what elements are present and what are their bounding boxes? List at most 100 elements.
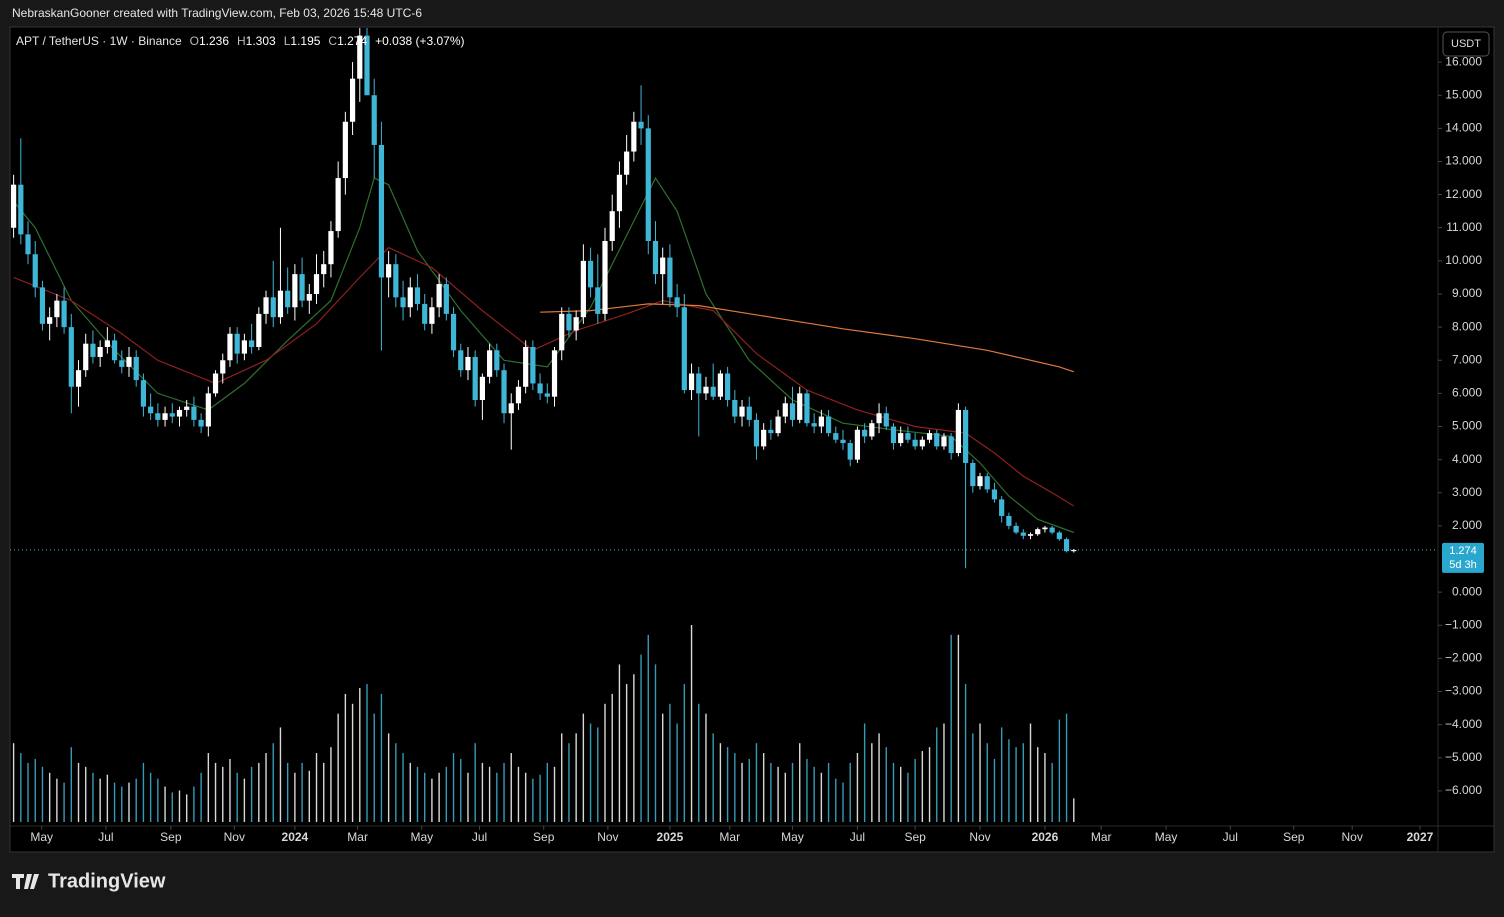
candle-body: [378, 144, 385, 278]
axes: 16.000 15.000 14.000 13.000 12.000 11.000 10.0…: [30, 54, 1484, 844]
candle-body: [1063, 539, 1070, 552]
candle-body: [789, 403, 796, 420]
candle-body: [1027, 534, 1034, 536]
volume-bar: [460, 758, 462, 822]
volume-bar: [1015, 747, 1017, 822]
candle-body: [349, 78, 356, 122]
volume-bar: [647, 634, 649, 822]
volume-bar: [553, 766, 556, 822]
volume-bar: [70, 747, 73, 822]
candle-body: [414, 287, 421, 304]
legend: APT / TetherUS · 1W · Binance O1.236 H1.30…: [16, 34, 465, 48]
candle-body: [386, 264, 392, 278]
y-tick-label: 12.000: [1445, 187, 1482, 201]
candle-body: [847, 443, 853, 460]
candle-body: [775, 416, 781, 434]
volume-bar: [957, 634, 960, 822]
candle-body: [472, 356, 478, 401]
volume-bar: [185, 794, 188, 822]
volume-bar: [359, 688, 361, 822]
volume-bar: [330, 747, 332, 822]
candle-body: [11, 184, 17, 228]
volume-bar: [712, 733, 714, 822]
x-tick-label: May: [410, 830, 433, 844]
volume-bar: [193, 786, 195, 822]
candle-body: [299, 274, 305, 301]
candle-body: [674, 297, 680, 308]
candle-body: [934, 433, 940, 447]
candle-body: [905, 433, 911, 440]
y-tick-label: 4.000: [1452, 452, 1482, 466]
volume-bar: [142, 762, 145, 822]
volume-bar: [113, 782, 116, 822]
candle-body: [104, 340, 110, 348]
y-tick-label: −1.000: [1445, 617, 1482, 631]
volume-bar: [1058, 719, 1061, 822]
candle-body: [941, 436, 947, 447]
candle-body: [753, 419, 760, 447]
volume-bar: [27, 762, 29, 822]
volume-bar: [734, 753, 736, 822]
volume-bar: [149, 772, 152, 822]
y-tick-label: 10.000: [1445, 253, 1482, 267]
volume-bar: [726, 747, 729, 822]
legend-text: O: [190, 34, 199, 48]
volume-bar: [604, 703, 606, 822]
volume-bar: [99, 778, 101, 822]
volume-bar: [135, 778, 137, 822]
x-tick-label: Mar: [1091, 830, 1112, 844]
candle-body: [321, 264, 327, 275]
candle-body: [429, 307, 435, 324]
candle-body: [422, 303, 428, 324]
candle-body: [580, 260, 586, 318]
candle-body: [811, 423, 817, 427]
volume-bar: [993, 758, 996, 822]
volume-bar: [380, 693, 383, 822]
candle-body: [277, 290, 284, 318]
volume-bar: [683, 684, 686, 822]
candle-body: [61, 300, 67, 328]
candle-body: [703, 386, 709, 394]
candle-body: [1049, 527, 1055, 533]
volume-bar: [510, 753, 512, 822]
candle-body: [782, 403, 788, 417]
candle-body: [999, 499, 1005, 516]
candle-body: [804, 393, 810, 424]
volume-bar: [698, 703, 700, 822]
currency-button[interactable]: [1442, 31, 1490, 57]
candle-body: [75, 370, 82, 387]
volume-bar: [1065, 713, 1068, 822]
volume-bar: [56, 778, 58, 822]
volume-bar: [258, 762, 260, 822]
currency-label: USDT: [1451, 38, 1481, 50]
candle-body: [450, 313, 457, 351]
volume-bar: [835, 778, 837, 822]
volume-bar: [777, 766, 779, 822]
y-tick-label: 11.000: [1446, 220, 1482, 234]
volume-bar: [741, 762, 743, 822]
volume-bar: [719, 743, 722, 822]
volume-bar: [539, 774, 541, 822]
volume-bar: [445, 766, 448, 822]
y-tick-label: −6.000: [1445, 783, 1482, 797]
candle-body: [890, 426, 897, 444]
candle-body: [313, 274, 320, 294]
volume-bar: [568, 743, 570, 822]
candle-body: [840, 439, 846, 444]
candle-body: [458, 350, 464, 371]
candle-body: [148, 406, 154, 414]
candle-body: [530, 347, 536, 384]
candle-body: [797, 393, 803, 420]
volume-bar: [488, 766, 491, 822]
volume-bar: [842, 782, 844, 822]
candle-body: [595, 287, 601, 314]
candle-body: [256, 313, 262, 348]
candle-body: [133, 356, 139, 381]
y-tick-label: 7.000: [1452, 352, 1482, 366]
candle-body: [768, 429, 774, 434]
y-tick-label: 14.000: [1445, 121, 1482, 135]
candle-body: [111, 340, 118, 361]
candle-body: [407, 287, 413, 308]
candle-body: [169, 413, 175, 417]
volume-bar: [820, 772, 823, 822]
